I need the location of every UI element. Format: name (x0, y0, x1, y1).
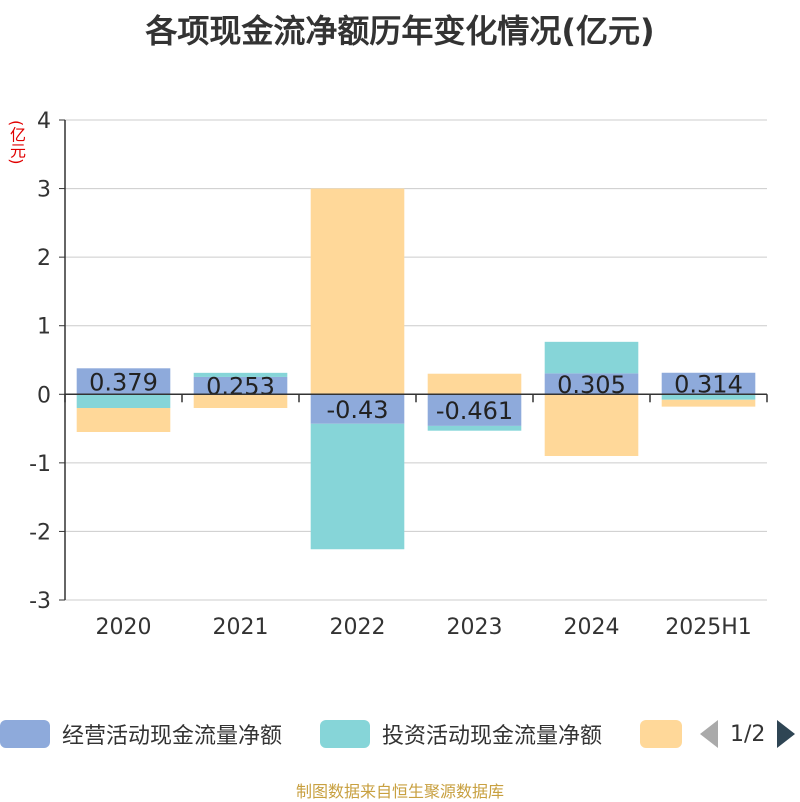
bar-series-2 (544, 394, 639, 456)
bar-series-1 (427, 425, 522, 431)
legend-item-third-series[interactable] (640, 714, 682, 754)
y-tick-label: -3 (29, 589, 51, 614)
bar-series-0 (76, 368, 171, 395)
y-tick-label: -1 (29, 452, 51, 477)
bar-series-0 (193, 376, 288, 395)
bar-series-0 (544, 373, 639, 395)
legend-item-investing[interactable]: 投资活动现金流量净额 (320, 714, 602, 754)
legend-prev-page-icon[interactable] (700, 720, 718, 748)
source-note: 制图数据来自恒生聚源数据库 (295, 782, 504, 801)
legend-swatch-third-series (640, 720, 682, 748)
y-axis-unit-label: (亿元) (7, 120, 26, 165)
x-tick-label: 2022 (330, 615, 386, 640)
x-tick-label: 2021 (213, 615, 269, 640)
legend-swatch-investing (320, 720, 370, 748)
legend: 经营活动现金流量净额 投资活动现金流量净额 1/2 (0, 714, 800, 754)
bar-series-1 (544, 341, 639, 374)
bar-series-2 (427, 373, 522, 395)
legend-page-indicator: 1/2 (730, 721, 766, 747)
legend-label-operating: 经营活动现金流量净额 (62, 724, 283, 749)
y-tick-label: 3 (37, 178, 51, 203)
y-tick-label: -2 (29, 520, 51, 545)
bar-series-1 (193, 372, 288, 377)
data-label: -0.461 (436, 397, 513, 425)
bar-series-2 (76, 408, 171, 432)
legend-item-operating[interactable]: 经营活动现金流量净额 (0, 714, 282, 754)
bar-series-2 (661, 399, 756, 407)
bar-series-0 (427, 394, 522, 426)
y-tick-label: 4 (37, 109, 51, 134)
data-label: -0.43 (326, 396, 388, 424)
bar-series-1 (661, 394, 756, 400)
legend-swatch-operating (0, 720, 50, 748)
data-label: 0.379 (89, 368, 158, 396)
bar-series-2 (310, 188, 405, 395)
bar-series-2 (193, 394, 288, 408)
y-tick-label: 1 (37, 315, 51, 340)
data-label: 0.253 (206, 373, 275, 401)
bar-series-0 (661, 372, 756, 395)
x-tick-label: 2023 (447, 615, 503, 640)
y-tick-label: 0 (37, 383, 51, 408)
legend-label-investing: 投资活动现金流量净额 (382, 724, 603, 749)
legend-next-page-icon[interactable] (777, 720, 796, 748)
bar-series-1 (76, 394, 171, 408)
x-tick-label: 2020 (96, 615, 152, 640)
y-tick-label: 2 (37, 246, 51, 271)
legend-pager: 1/2 (700, 714, 796, 754)
x-tick-label: 2024 (564, 615, 620, 640)
bar-series-1 (310, 423, 405, 550)
x-tick-label: 2025H1 (665, 615, 752, 640)
chart-title: 各项现金流净额历年变化情况(亿元) (145, 12, 655, 50)
bar-series-0 (310, 394, 405, 424)
